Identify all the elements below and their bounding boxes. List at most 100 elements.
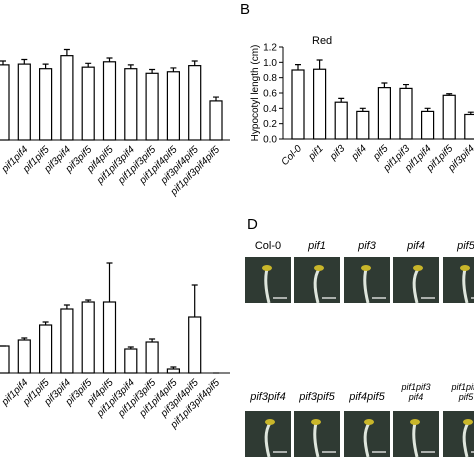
cotyledon bbox=[463, 419, 473, 425]
hypocotyl bbox=[462, 268, 469, 304]
bar bbox=[166, 368, 180, 374]
bar bbox=[464, 113, 474, 140]
bar bbox=[377, 87, 391, 140]
hypocotyl bbox=[313, 422, 320, 458]
y-tick-label: 1.2 bbox=[263, 43, 277, 54]
cotyledon bbox=[410, 419, 420, 425]
bar bbox=[60, 55, 74, 141]
x-tick-label: Col-0 bbox=[279, 143, 304, 168]
genotype-label: pif5 bbox=[458, 392, 474, 402]
hypocotyl bbox=[363, 268, 370, 304]
bar bbox=[421, 110, 435, 140]
genotype-label: pif3pif4 bbox=[249, 391, 285, 403]
bar bbox=[0, 345, 10, 374]
y-tick-label: 0.2 bbox=[263, 119, 277, 130]
bar bbox=[291, 69, 305, 140]
error-bar bbox=[191, 284, 198, 317]
error-bar bbox=[467, 111, 474, 115]
error-bar bbox=[0, 60, 6, 65]
error-bar bbox=[63, 48, 70, 56]
error-bar bbox=[106, 57, 113, 62]
cotyledon bbox=[314, 265, 324, 271]
y-tick-label: 0.6 bbox=[263, 89, 277, 100]
x-tick-label: pif1 bbox=[306, 143, 326, 163]
error-bar bbox=[63, 304, 70, 309]
bar bbox=[166, 71, 180, 141]
bar bbox=[442, 94, 456, 140]
error-bar bbox=[42, 321, 49, 325]
bar bbox=[356, 110, 370, 140]
genotype-label: pif1pif3 bbox=[450, 382, 474, 392]
bar bbox=[38, 68, 53, 141]
hypocotyl bbox=[313, 268, 321, 304]
bar bbox=[60, 308, 74, 374]
cotyledon bbox=[265, 419, 275, 425]
hypocotyl bbox=[363, 422, 371, 458]
genotype-label: pif4 bbox=[406, 240, 425, 252]
error-bar bbox=[403, 83, 409, 89]
error-bar bbox=[381, 82, 388, 88]
photo bbox=[443, 257, 474, 303]
error-bar bbox=[42, 63, 49, 69]
error-bar bbox=[149, 338, 156, 342]
cotyledon bbox=[361, 265, 371, 271]
error-bar bbox=[424, 107, 431, 112]
y-tick-label: 1.0 bbox=[263, 58, 277, 69]
hypocotyl bbox=[264, 268, 271, 304]
y-tick-label: 0.0 bbox=[263, 135, 277, 146]
error-bar bbox=[21, 58, 28, 65]
bar bbox=[313, 68, 327, 140]
bar bbox=[81, 66, 95, 141]
error-bar bbox=[338, 97, 345, 103]
bar bbox=[38, 324, 53, 374]
bar bbox=[17, 63, 31, 141]
genotype-label: pif3 bbox=[357, 240, 377, 252]
bar bbox=[124, 348, 138, 374]
error-bar bbox=[170, 366, 177, 369]
error-bar bbox=[127, 346, 134, 349]
bar bbox=[17, 339, 31, 374]
genotype-label: Col-0 bbox=[255, 240, 281, 252]
error-bar bbox=[170, 67, 177, 72]
bar bbox=[399, 87, 413, 140]
genotype-label: pif4pif5 bbox=[348, 391, 385, 403]
hypocotyl bbox=[412, 422, 419, 458]
panel-label: D bbox=[247, 216, 258, 233]
bar bbox=[188, 65, 202, 141]
genotype-label: pif4 bbox=[408, 392, 424, 402]
error-bar bbox=[149, 68, 156, 74]
cotyledon bbox=[460, 265, 470, 271]
bar bbox=[145, 341, 159, 374]
hypocotyl bbox=[412, 268, 420, 304]
genotype-label: pif5 bbox=[456, 240, 474, 252]
genotype-label: pif3pif5 bbox=[298, 391, 335, 403]
bar bbox=[145, 72, 159, 141]
y-tick-label: 0.8 bbox=[263, 73, 277, 84]
cotyledon bbox=[262, 265, 272, 271]
panel-label: B bbox=[240, 1, 250, 18]
error-bar bbox=[85, 299, 92, 302]
x-tick-label: pif4 bbox=[349, 143, 369, 163]
bar bbox=[81, 301, 95, 374]
error-bar bbox=[127, 64, 134, 69]
cotyledon bbox=[413, 265, 423, 271]
photo bbox=[443, 411, 474, 457]
bar bbox=[102, 301, 117, 374]
bar bbox=[209, 100, 223, 141]
y-axis-label: Hypocotyl length (cm) bbox=[250, 45, 261, 142]
error-bar bbox=[191, 60, 198, 66]
genotype-label: pif1 bbox=[307, 240, 326, 252]
error-bar bbox=[446, 93, 453, 96]
error-bar bbox=[21, 337, 28, 340]
annotation: Red bbox=[312, 35, 332, 47]
cotyledon bbox=[364, 419, 374, 425]
error-bar bbox=[85, 62, 92, 68]
bar bbox=[124, 68, 138, 141]
error-bar bbox=[106, 262, 113, 302]
bar bbox=[102, 61, 117, 141]
cotyledon bbox=[311, 419, 321, 425]
x-tick-label: pif3 bbox=[327, 143, 347, 163]
genotype-label: pif1pif3 bbox=[400, 382, 430, 392]
bar bbox=[188, 316, 202, 374]
